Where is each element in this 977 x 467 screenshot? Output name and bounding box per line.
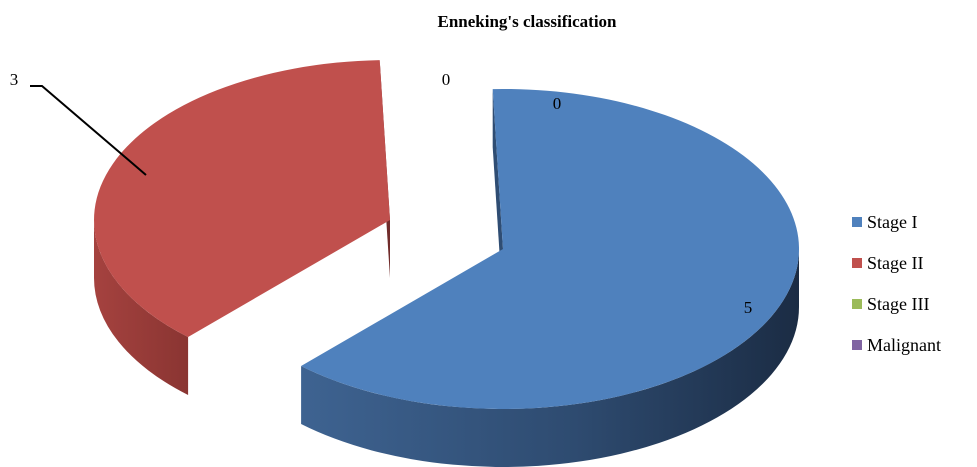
chart-title: Enneking's classification — [437, 12, 617, 31]
legend-swatch-malignant — [852, 340, 862, 350]
data-label-stage-ii: 3 — [10, 70, 19, 89]
legend-label-stage-i: Stage I — [867, 211, 918, 232]
legend-item-malignant: Malignant — [852, 335, 941, 355]
legend-item-stage-ii: Stage II — [852, 253, 941, 273]
legend-label-malignant: Malignant — [867, 334, 941, 355]
legend-swatch-stage-iii — [852, 299, 862, 309]
slice-side-stage-ii — [94, 220, 189, 395]
legend-item-stage-i: Stage I — [852, 212, 941, 232]
legend-swatch-stage-ii — [852, 258, 862, 268]
data-label-stage-iii: 0 — [442, 70, 451, 89]
slice-top-stage-ii — [94, 60, 390, 337]
leader-line-stage-ii — [30, 85, 147, 176]
legend-label-stage-ii: Stage II — [867, 252, 924, 273]
legend-label-stage-iii: Stage III — [867, 293, 930, 314]
slice-side-stage-i — [301, 249, 799, 467]
chart-legend: Stage I Stage II Stage III Malignant — [852, 212, 941, 376]
pie-slices — [94, 60, 800, 467]
data-label-stage-i: 5 — [744, 298, 753, 317]
data-label-malignant: 0 — [553, 94, 562, 113]
legend-swatch-stage-i — [852, 217, 862, 227]
legend-item-stage-iii: Stage III — [852, 294, 941, 314]
slice-top-stage-i — [301, 89, 800, 410]
